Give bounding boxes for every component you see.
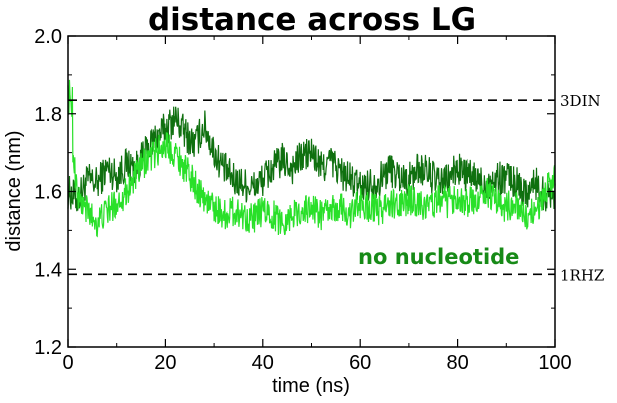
series-line-2 xyxy=(67,79,556,238)
x-tick-label: 80 xyxy=(446,352,468,374)
y-tick-label: 1.6 xyxy=(34,182,62,204)
reference-lines: 3DIN 1RHZ xyxy=(68,92,604,284)
x-tick-label: 100 xyxy=(538,352,571,374)
reference-label-1rhz: 1RHZ xyxy=(560,266,604,284)
y-tick-label: 2.0 xyxy=(34,26,62,48)
x-tick-label: 60 xyxy=(349,352,371,374)
y-tick-label: 1.8 xyxy=(34,104,62,126)
series-layer xyxy=(67,79,556,238)
no-nucleotide-annotation: no nucleotide xyxy=(358,245,519,269)
axis-ticks xyxy=(67,35,556,348)
chart-title: distance across LG xyxy=(148,2,476,38)
x-tick-label: 20 xyxy=(154,352,176,374)
x-axis-label: time (ns) xyxy=(272,375,350,397)
reference-label-3din: 3DIN xyxy=(560,92,601,110)
x-tick-label: 40 xyxy=(252,352,274,374)
y-axis-label: distance (nm) xyxy=(3,130,25,251)
axis-tick-labels: 0 20 40 60 80 100 1.2 1.4 1.6 1.8 2.0 xyxy=(34,26,572,374)
y-tick-label: 1.4 xyxy=(34,259,62,281)
y-tick-label: 1.2 xyxy=(34,337,62,359)
x-tick-label: 0 xyxy=(62,352,73,374)
